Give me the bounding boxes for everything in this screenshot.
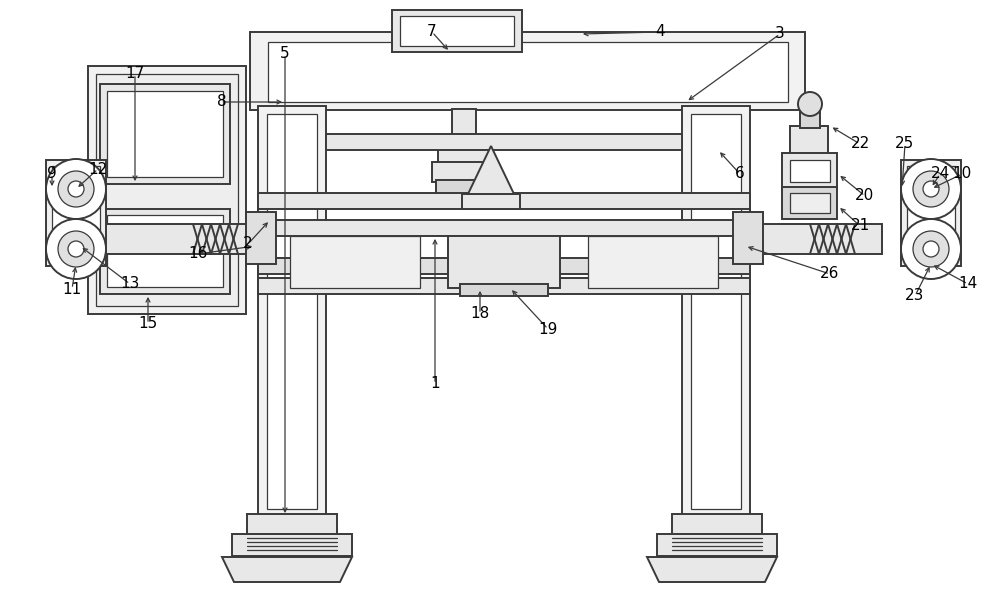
Circle shape: [68, 181, 84, 197]
Bar: [52, 166, 100, 260]
Bar: [392, 10, 522, 52]
Bar: [672, 514, 762, 536]
Circle shape: [58, 171, 94, 207]
Bar: [246, 212, 276, 264]
Bar: [452, 109, 476, 149]
Bar: [258, 193, 750, 209]
Bar: [326, 134, 682, 150]
Text: 17: 17: [125, 66, 145, 82]
Bar: [790, 126, 828, 154]
Bar: [96, 74, 238, 306]
Bar: [100, 209, 230, 294]
Bar: [400, 16, 514, 46]
Text: 18: 18: [470, 306, 490, 321]
Polygon shape: [222, 557, 352, 582]
Bar: [460, 284, 548, 296]
Bar: [733, 212, 763, 264]
Polygon shape: [468, 146, 514, 194]
Text: 1: 1: [430, 376, 440, 391]
Text: 2: 2: [243, 237, 253, 251]
Bar: [907, 166, 955, 260]
Text: 9: 9: [47, 167, 57, 181]
Bar: [782, 153, 837, 189]
Circle shape: [58, 231, 94, 267]
Polygon shape: [647, 557, 777, 582]
Bar: [432, 162, 496, 182]
Circle shape: [923, 241, 939, 257]
Bar: [258, 106, 326, 516]
Text: 23: 23: [905, 289, 925, 303]
Text: 12: 12: [88, 161, 108, 176]
Bar: [438, 146, 490, 164]
Bar: [107, 215, 223, 287]
Circle shape: [68, 241, 84, 257]
Text: 15: 15: [138, 316, 158, 332]
Circle shape: [901, 219, 961, 279]
Text: 3: 3: [775, 27, 785, 42]
Text: 22: 22: [850, 137, 870, 152]
Circle shape: [46, 159, 106, 219]
Bar: [46, 160, 106, 266]
Bar: [682, 106, 750, 516]
Bar: [107, 91, 223, 177]
Text: 5: 5: [280, 47, 290, 62]
Text: 10: 10: [952, 167, 972, 181]
Bar: [258, 258, 750, 274]
Bar: [80, 224, 262, 254]
Text: 7: 7: [427, 25, 437, 39]
Polygon shape: [462, 194, 520, 209]
Text: 16: 16: [188, 246, 208, 262]
Bar: [691, 114, 741, 509]
Bar: [657, 534, 777, 556]
Circle shape: [923, 181, 939, 197]
Circle shape: [798, 92, 822, 116]
Bar: [588, 236, 718, 288]
Text: 13: 13: [120, 277, 140, 292]
Text: 21: 21: [850, 219, 870, 234]
Circle shape: [913, 231, 949, 267]
Bar: [901, 160, 961, 266]
Bar: [800, 108, 820, 128]
Bar: [790, 160, 830, 182]
Bar: [436, 180, 493, 196]
Text: 4: 4: [655, 25, 665, 39]
Text: 19: 19: [538, 321, 558, 336]
Text: 11: 11: [62, 281, 82, 297]
Text: 26: 26: [820, 266, 840, 281]
Bar: [448, 236, 560, 288]
Text: 25: 25: [895, 137, 915, 152]
Bar: [747, 224, 882, 254]
Bar: [782, 187, 837, 219]
Circle shape: [46, 219, 106, 279]
Circle shape: [913, 171, 949, 207]
Bar: [267, 114, 317, 509]
Bar: [247, 514, 337, 536]
Bar: [88, 66, 246, 314]
Text: 20: 20: [855, 188, 875, 204]
Bar: [100, 84, 230, 184]
Bar: [258, 220, 750, 236]
Bar: [250, 32, 805, 110]
Bar: [790, 193, 830, 213]
Text: 6: 6: [735, 167, 745, 181]
Bar: [268, 42, 788, 102]
Circle shape: [901, 159, 961, 219]
Text: 8: 8: [217, 94, 227, 109]
Text: 24: 24: [930, 167, 950, 181]
Bar: [290, 236, 420, 288]
Bar: [258, 278, 750, 294]
Bar: [232, 534, 352, 556]
Text: 14: 14: [958, 277, 978, 292]
